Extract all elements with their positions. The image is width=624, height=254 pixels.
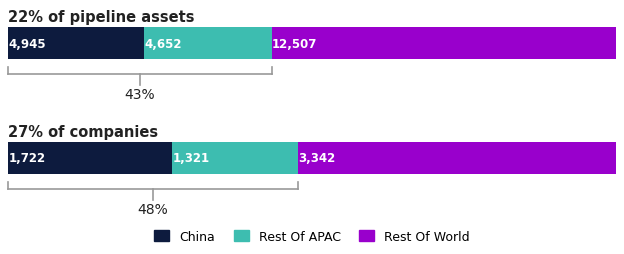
Text: 1,722: 1,722 [9, 152, 46, 165]
Text: 22% of pipeline assets: 22% of pipeline assets [8, 10, 195, 25]
Text: 48%: 48% [137, 202, 168, 216]
Text: 27% of companies: 27% of companies [8, 125, 158, 140]
Bar [272, 28, 616, 60]
Bar [298, 142, 616, 174]
Bar [172, 142, 298, 174]
Text: 3,342: 3,342 [298, 152, 336, 165]
Bar [144, 28, 272, 60]
Text: 1,321: 1,321 [173, 152, 210, 165]
Text: 43%: 43% [125, 88, 155, 102]
Bar [8, 142, 172, 174]
Text: 4,652: 4,652 [144, 37, 182, 50]
Bar [8, 28, 144, 60]
Text: 12,507: 12,507 [272, 37, 318, 50]
Legend: China, Rest Of APAC, Rest Of World: China, Rest Of APAC, Rest Of World [149, 225, 475, 248]
Text: 4,945: 4,945 [8, 37, 46, 50]
